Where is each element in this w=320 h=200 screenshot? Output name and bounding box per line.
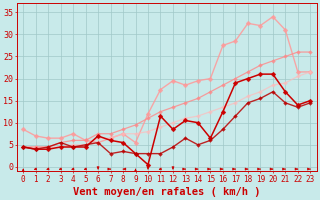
X-axis label: Vent moyen/en rafales ( km/h ): Vent moyen/en rafales ( km/h ): [73, 187, 260, 197]
